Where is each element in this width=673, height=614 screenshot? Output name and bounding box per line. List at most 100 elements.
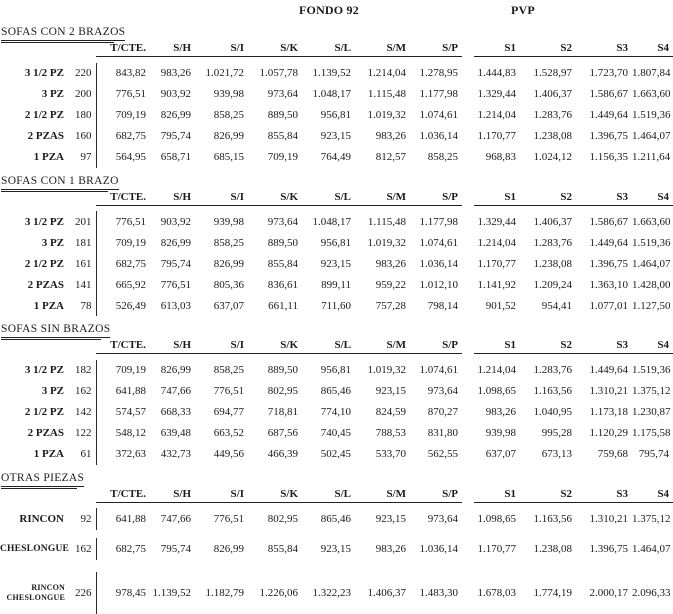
price-cell: 983,26 xyxy=(355,538,410,560)
price-cell: 939,98 xyxy=(474,423,520,444)
price-cell: 641,88 xyxy=(96,381,150,402)
price-cell: 802,95 xyxy=(248,381,302,402)
price-cell: 889,50 xyxy=(248,105,302,126)
price-cell: 711,60 xyxy=(302,295,355,316)
price-cell: 694,77 xyxy=(195,402,248,423)
price-cell: 562,55 xyxy=(410,444,462,465)
price-cell: 1.074,61 xyxy=(410,105,462,126)
price-cell: 2.000,17 xyxy=(576,572,632,614)
price-cell: 774,10 xyxy=(302,402,355,423)
column-header: T/CTE. xyxy=(96,488,150,503)
row-qty: 97 xyxy=(68,147,96,168)
price-cell: 1.098,65 xyxy=(474,381,520,402)
price-cell: 1.678,03 xyxy=(474,572,520,614)
column-header: S4 xyxy=(632,191,673,206)
group-gap xyxy=(462,339,474,354)
column-header: S/H xyxy=(150,339,195,354)
price-cell: 1.230,87 xyxy=(632,402,673,423)
price-cell: 1.519,36 xyxy=(632,232,673,253)
qty-column-header xyxy=(68,339,96,354)
price-cell: 637,07 xyxy=(474,444,520,465)
price-cell: 843,82 xyxy=(96,63,150,84)
price-cell: 1.209,24 xyxy=(520,274,576,295)
section-title-row: OTRAS PIEZAS xyxy=(0,470,673,487)
price-cell: 526,49 xyxy=(96,295,150,316)
column-header: S2 xyxy=(520,339,576,354)
price-cell: 574,57 xyxy=(96,402,150,423)
price-cell: 923,15 xyxy=(355,381,410,402)
price-cell: 1.021,72 xyxy=(195,63,248,84)
price-cell: 709,19 xyxy=(96,360,150,381)
price-cell: 954,41 xyxy=(520,295,576,316)
price-cell: 1.322,23 xyxy=(302,572,355,614)
column-header: S/I xyxy=(195,191,248,206)
price-cell: 1.170,77 xyxy=(474,538,520,560)
price-cell: 798,14 xyxy=(410,295,462,316)
price-cell: 1.519,36 xyxy=(632,360,673,381)
price-cell: 968,83 xyxy=(474,147,520,168)
column-header: S/P xyxy=(410,339,462,354)
row-qty: 220 xyxy=(68,63,96,84)
row-label: 3 PZ xyxy=(0,84,68,105)
price-cell: 1.464,07 xyxy=(632,253,673,274)
price-cell: 1.396,75 xyxy=(576,538,632,560)
price-cell: 973,64 xyxy=(248,211,302,232)
row-qty: 182 xyxy=(68,360,96,381)
group-gap-cell xyxy=(462,572,474,614)
price-cell: 973,64 xyxy=(410,508,462,530)
group-gap-cell xyxy=(462,295,474,316)
price-cell: 826,99 xyxy=(150,360,195,381)
price-cell: 826,99 xyxy=(195,538,248,560)
price-cell: 1.170,77 xyxy=(474,126,520,147)
row-qty: 122 xyxy=(68,423,96,444)
price-cell: 548,12 xyxy=(96,423,150,444)
price-cell: 1.127,50 xyxy=(632,295,673,316)
price-cell: 858,25 xyxy=(410,147,462,168)
price-cell: 1.177,98 xyxy=(410,211,462,232)
price-cell: 641,88 xyxy=(96,508,150,530)
column-header: S4 xyxy=(632,42,673,57)
price-cell: 1.214,04 xyxy=(474,360,520,381)
price-cell: 1.483,30 xyxy=(410,572,462,614)
price-cell: 682,75 xyxy=(96,538,150,560)
price-cell: 858,25 xyxy=(195,105,248,126)
price-cell: 1.214,04 xyxy=(474,232,520,253)
price-cell: 613,03 xyxy=(150,295,195,316)
price-cell: 502,45 xyxy=(302,444,355,465)
price-cell: 776,51 xyxy=(150,274,195,295)
price-cell: 959,22 xyxy=(355,274,410,295)
price-cell: 795,74 xyxy=(632,444,673,465)
group-gap-cell xyxy=(462,147,474,168)
price-cell: 759,68 xyxy=(576,444,632,465)
row-qty: 92 xyxy=(68,508,96,530)
row-label: 2 1/2 PZ xyxy=(0,253,68,274)
price-cell: 372,63 xyxy=(96,444,150,465)
price-cell: 889,50 xyxy=(248,232,302,253)
group-gap-cell xyxy=(462,444,474,465)
price-cell: 682,75 xyxy=(96,253,150,274)
price-cell: 802,95 xyxy=(248,508,302,530)
column-header: S/H xyxy=(150,488,195,503)
price-cell: 673,13 xyxy=(520,444,576,465)
price-cell: 923,15 xyxy=(302,253,355,274)
row-label: RINCON CHESLONGUE xyxy=(0,572,68,614)
group-gap-cell xyxy=(462,126,474,147)
row-label: 2 PZAS xyxy=(0,274,68,295)
column-header: S1 xyxy=(474,42,520,57)
price-cell: 1.163,56 xyxy=(520,381,576,402)
row-qty: 201 xyxy=(68,211,96,232)
price-cell: 1.048,17 xyxy=(302,211,355,232)
label-column-header xyxy=(0,191,68,206)
price-cell: 1.375,12 xyxy=(632,508,673,530)
price-cell: 855,84 xyxy=(248,126,302,147)
column-header: S/L xyxy=(302,488,355,503)
